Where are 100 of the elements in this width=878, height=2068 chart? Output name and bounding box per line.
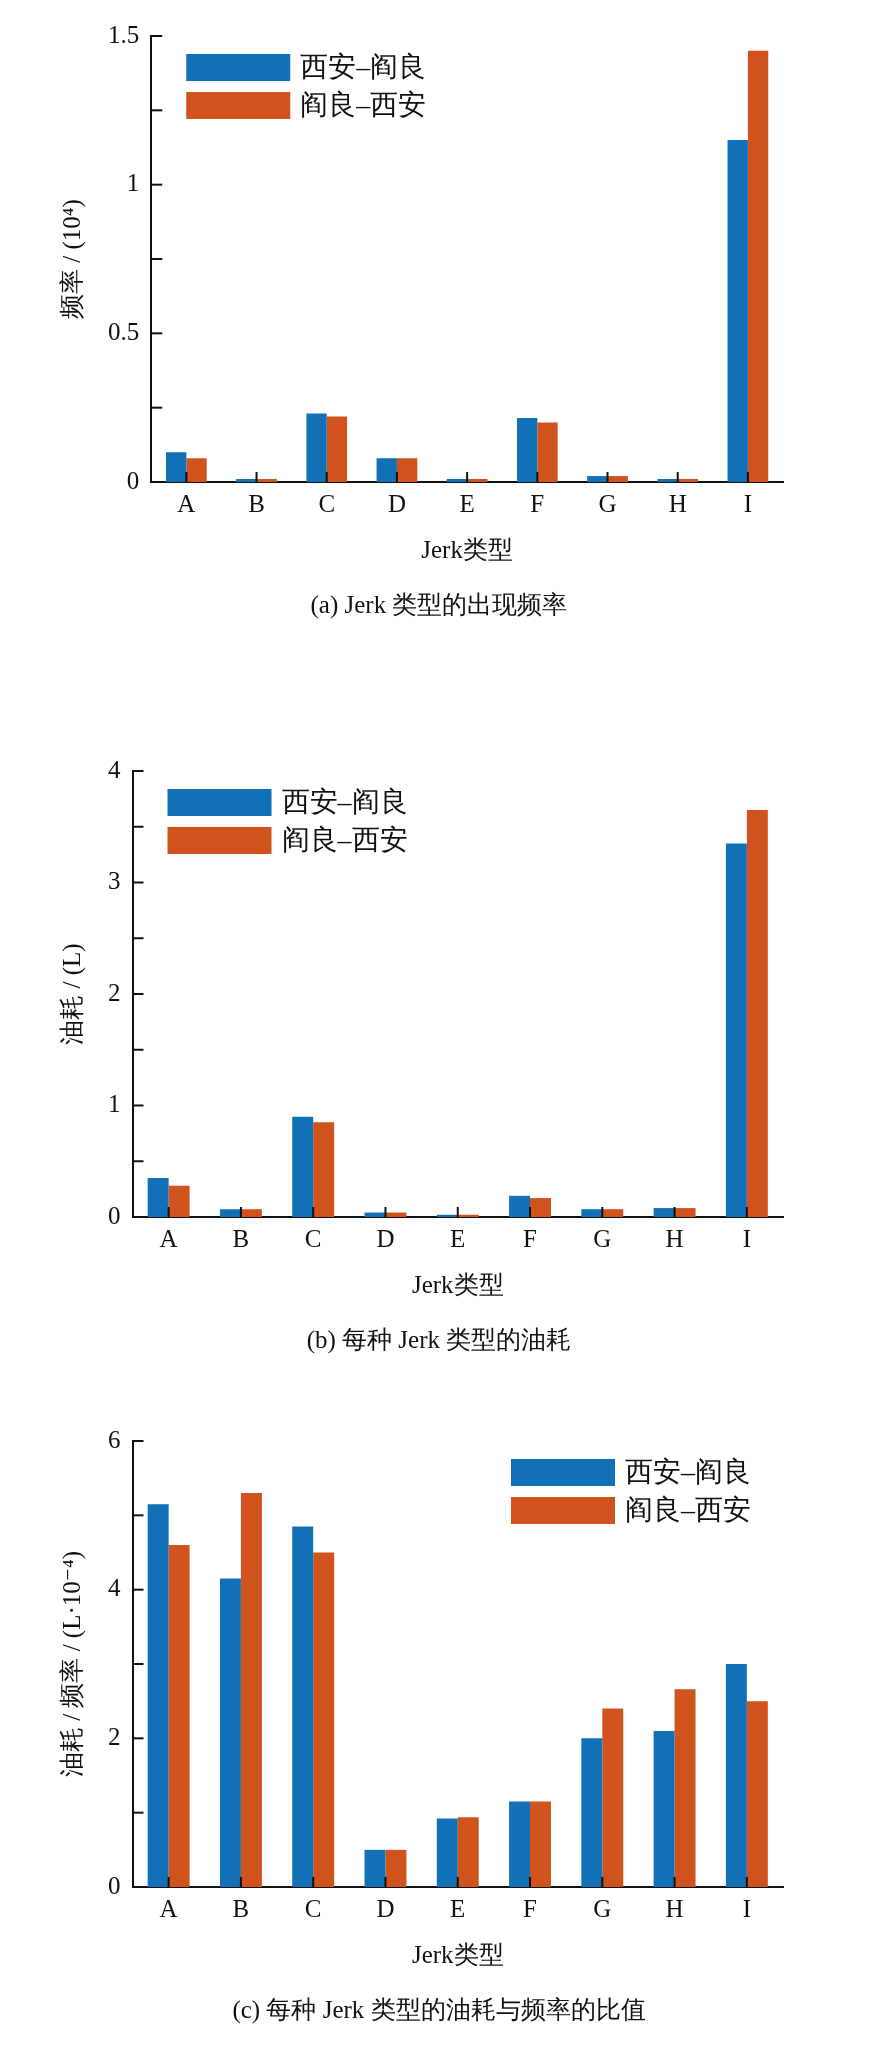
legend-label: 西安–阎良	[281, 785, 408, 817]
bar	[364, 1849, 386, 1887]
y-tick-label: 4	[108, 755, 121, 783]
bar	[165, 452, 187, 482]
legend-label: 阎良–西安	[300, 88, 427, 120]
bar	[147, 1177, 169, 1217]
bar	[313, 1122, 335, 1217]
x-tick-label: F	[523, 1224, 537, 1252]
x-tick-label: D	[376, 1894, 395, 1922]
y-tick-label: 2	[108, 978, 121, 1006]
bar	[653, 1208, 675, 1217]
bar	[240, 1209, 262, 1217]
x-tick-label: D	[376, 1224, 395, 1252]
x-tick-label: G	[598, 489, 617, 517]
bar	[746, 1701, 768, 1887]
bar	[219, 1209, 241, 1217]
bar	[292, 1116, 314, 1217]
bar	[657, 479, 678, 482]
bar	[168, 1185, 190, 1217]
x-tick-label: H	[665, 1894, 684, 1922]
bar	[587, 476, 608, 482]
bar	[607, 476, 628, 482]
bar	[168, 1545, 190, 1887]
text: (a) Jerk 类型的出现频率	[309, 590, 569, 621]
bar	[530, 1198, 551, 1217]
x-tick-label: B	[232, 1224, 250, 1252]
x-tick-label: G	[593, 1894, 612, 1922]
bar	[746, 810, 768, 1217]
bar	[602, 1708, 624, 1887]
x-tick-label: B	[232, 1894, 250, 1922]
y-tick-label: 0.5	[108, 317, 140, 345]
y-tick-label: 2	[108, 1722, 121, 1750]
x-axis-title: Jerk类型	[421, 535, 513, 563]
bar	[674, 1689, 696, 1887]
bar	[727, 140, 748, 482]
bar	[516, 418, 538, 482]
y-tick-label: 4	[108, 1574, 121, 1602]
bar	[292, 1526, 314, 1887]
bar	[581, 1738, 603, 1887]
bar	[186, 458, 207, 482]
x-tick-label: I	[743, 489, 753, 517]
bar	[674, 1208, 696, 1217]
y-tick-label: 0	[108, 1201, 121, 1229]
bar	[509, 1195, 531, 1217]
x-axis-title: Jerk类型	[411, 1940, 504, 1968]
bar	[313, 1552, 335, 1887]
x-tick-label: H	[668, 489, 687, 517]
legend-label: 西安–阎良	[300, 50, 427, 82]
y-axis-title: 频率 / (10⁴)	[57, 199, 86, 319]
bar	[436, 1818, 458, 1887]
bar	[326, 416, 348, 482]
bar	[725, 1664, 747, 1887]
legend-label: 西安–阎良	[625, 1455, 751, 1487]
bar	[653, 1730, 675, 1887]
x-tick-label: G	[593, 1224, 612, 1252]
bar	[537, 422, 558, 482]
y-tick-label: 1.5	[108, 20, 140, 48]
bar	[219, 1578, 241, 1887]
bar	[240, 1493, 262, 1887]
x-tick-label: D	[387, 489, 406, 517]
bar	[509, 1801, 531, 1887]
x-tick-label: C	[318, 489, 336, 517]
y-tick-label: 0	[126, 466, 140, 494]
bar	[376, 458, 397, 482]
bar	[457, 1817, 479, 1887]
bar	[725, 843, 747, 1217]
x-tick-label: A	[159, 1224, 178, 1252]
bar	[306, 413, 327, 482]
bar	[385, 1849, 407, 1887]
bar	[602, 1209, 624, 1217]
bar	[467, 479, 488, 482]
bar	[256, 479, 277, 482]
x-tick-label: I	[742, 1224, 752, 1252]
y-tick-label: 1	[108, 1090, 121, 1118]
text: (c) 每种 Jerk 类型的油耗与频率的比值	[231, 1995, 647, 2026]
bar	[581, 1209, 603, 1217]
x-tick-label: F	[530, 489, 545, 517]
bar	[446, 479, 468, 482]
x-tick-label: A	[159, 1894, 178, 1922]
x-tick-label: C	[304, 1224, 322, 1252]
y-tick-label: 0	[108, 1871, 121, 1899]
x-tick-label: C	[304, 1894, 322, 1922]
bar	[530, 1801, 551, 1887]
bar	[677, 479, 699, 482]
x-tick-label: H	[665, 1224, 684, 1252]
bar	[236, 479, 257, 482]
x-tick-label: E	[450, 1224, 466, 1252]
y-axis-title: 油耗 / (L)	[57, 943, 86, 1045]
y-tick-label: 6	[108, 1425, 121, 1453]
x-tick-label: E	[459, 489, 475, 517]
bar	[747, 50, 769, 482]
legend-label: 阎良–西安	[625, 1493, 751, 1525]
x-tick-label: A	[177, 489, 196, 517]
x-tick-label: I	[742, 1894, 752, 1922]
y-axis-title: 油耗 / 频率 / (L·10⁻⁴)	[57, 1550, 86, 1778]
x-tick-label: E	[450, 1894, 466, 1922]
bar	[396, 458, 418, 482]
x-axis-title: Jerk类型	[411, 1270, 504, 1298]
x-tick-label: F	[523, 1894, 537, 1922]
y-tick-label: 3	[108, 867, 121, 895]
